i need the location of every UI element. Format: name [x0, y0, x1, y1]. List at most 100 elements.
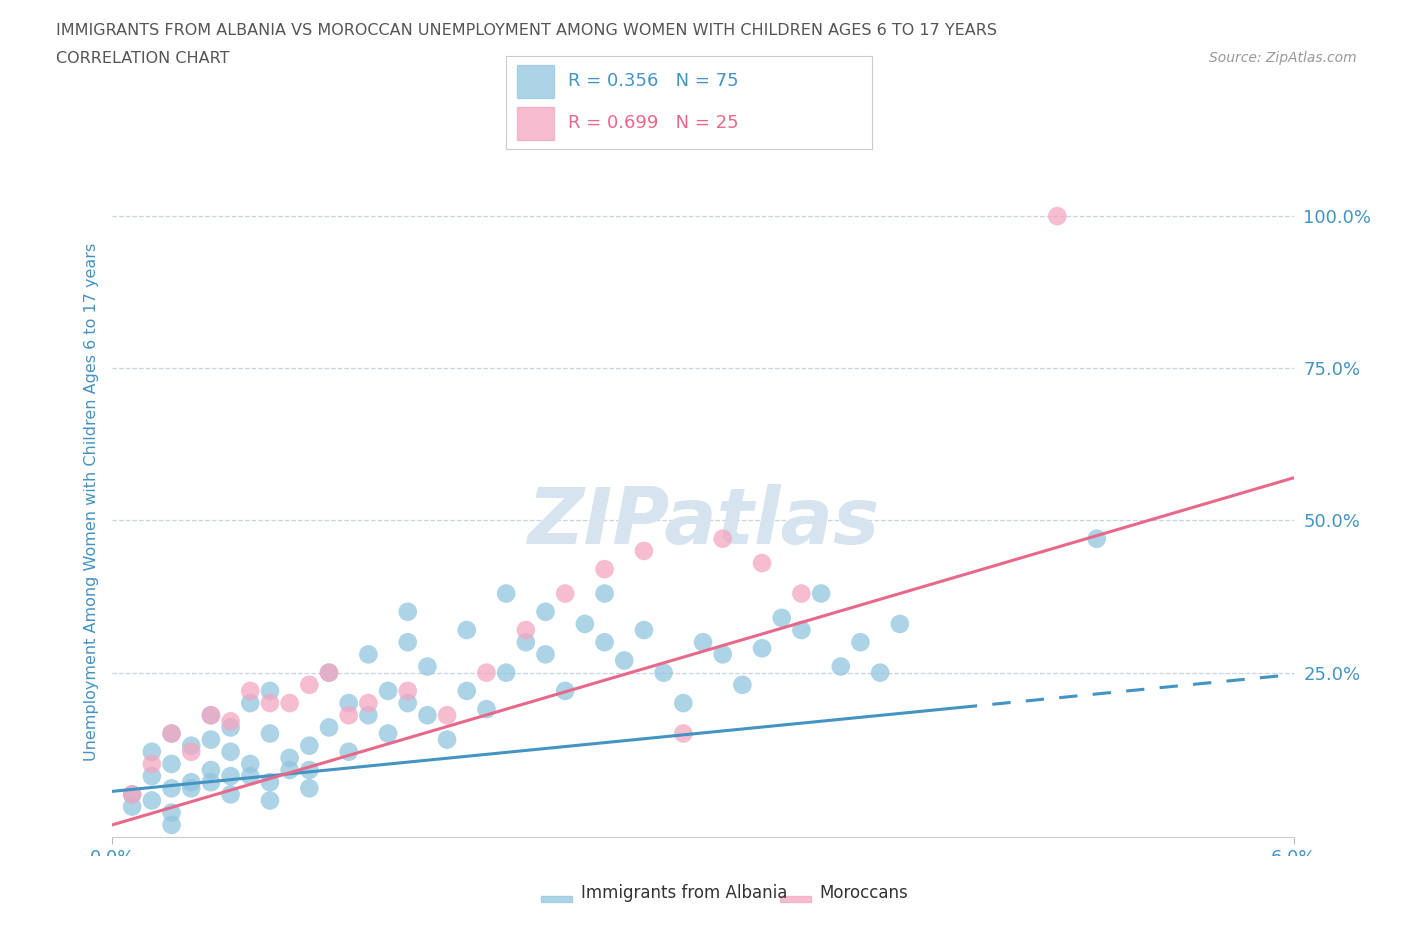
- Point: [259, 684, 281, 698]
- Point: [534, 604, 557, 619]
- Point: [219, 787, 242, 802]
- Point: [495, 586, 517, 601]
- Point: [141, 756, 163, 771]
- Text: ZIPatlas: ZIPatlas: [527, 485, 879, 560]
- Point: [396, 684, 419, 698]
- Text: R = 0.699   N = 25: R = 0.699 N = 25: [568, 113, 740, 132]
- Point: [692, 635, 714, 650]
- Point: [396, 604, 419, 619]
- Point: [889, 617, 911, 631]
- Point: [278, 763, 301, 777]
- Text: R = 0.356   N = 75: R = 0.356 N = 75: [568, 72, 740, 90]
- Point: [357, 708, 380, 723]
- Point: [219, 714, 242, 729]
- Point: [515, 635, 537, 650]
- Point: [298, 677, 321, 692]
- Point: [160, 781, 183, 796]
- Bar: [541, 897, 572, 902]
- Point: [180, 781, 202, 796]
- Point: [534, 647, 557, 662]
- Point: [219, 720, 242, 735]
- Point: [259, 775, 281, 790]
- Point: [1046, 208, 1069, 223]
- Point: [239, 756, 262, 771]
- Point: [278, 696, 301, 711]
- Point: [495, 665, 517, 680]
- Text: CORRELATION CHART: CORRELATION CHART: [56, 51, 229, 66]
- Point: [141, 793, 163, 808]
- Point: [849, 635, 872, 650]
- Point: [377, 726, 399, 741]
- Point: [751, 555, 773, 570]
- Point: [121, 799, 143, 814]
- Bar: [780, 897, 811, 902]
- Point: [160, 756, 183, 771]
- Point: [515, 622, 537, 637]
- Point: [337, 696, 360, 711]
- Point: [593, 635, 616, 650]
- Point: [219, 769, 242, 784]
- Point: [770, 610, 793, 625]
- Point: [259, 793, 281, 808]
- Point: [160, 726, 183, 741]
- Point: [652, 665, 675, 680]
- Point: [475, 702, 498, 717]
- Point: [160, 805, 183, 820]
- Point: [318, 665, 340, 680]
- Point: [200, 763, 222, 777]
- Point: [830, 659, 852, 674]
- Point: [278, 751, 301, 765]
- Point: [200, 775, 222, 790]
- Point: [790, 586, 813, 601]
- Bar: [517, 65, 554, 98]
- Point: [436, 732, 458, 747]
- Text: IMMIGRANTS FROM ALBANIA VS MOROCCAN UNEMPLOYMENT AMONG WOMEN WITH CHILDREN AGES : IMMIGRANTS FROM ALBANIA VS MOROCCAN UNEM…: [56, 23, 997, 38]
- Point: [318, 720, 340, 735]
- Point: [200, 708, 222, 723]
- Point: [554, 586, 576, 601]
- Point: [318, 665, 340, 680]
- Point: [633, 622, 655, 637]
- Point: [633, 543, 655, 558]
- Point: [810, 586, 832, 601]
- Point: [200, 732, 222, 747]
- Point: [377, 684, 399, 698]
- Point: [357, 696, 380, 711]
- Point: [259, 696, 281, 711]
- Point: [357, 647, 380, 662]
- Point: [554, 684, 576, 698]
- Point: [337, 744, 360, 759]
- Point: [456, 684, 478, 698]
- Point: [593, 586, 616, 601]
- Point: [141, 769, 163, 784]
- Point: [121, 787, 143, 802]
- Point: [672, 726, 695, 741]
- Bar: [517, 107, 554, 140]
- Point: [121, 787, 143, 802]
- Point: [160, 817, 183, 832]
- Point: [574, 617, 596, 631]
- Point: [711, 531, 734, 546]
- Point: [180, 775, 202, 790]
- Point: [613, 653, 636, 668]
- Point: [239, 696, 262, 711]
- Point: [593, 562, 616, 577]
- Point: [396, 635, 419, 650]
- Point: [790, 622, 813, 637]
- Point: [298, 738, 321, 753]
- Point: [731, 677, 754, 692]
- Point: [259, 726, 281, 741]
- Point: [869, 665, 891, 680]
- Point: [1085, 531, 1108, 546]
- Y-axis label: Unemployment Among Women with Children Ages 6 to 17 years: Unemployment Among Women with Children A…: [83, 243, 98, 762]
- Point: [416, 708, 439, 723]
- Point: [180, 744, 202, 759]
- Point: [180, 738, 202, 753]
- Point: [200, 708, 222, 723]
- Text: Moroccans: Moroccans: [820, 884, 908, 902]
- Point: [396, 696, 419, 711]
- Point: [672, 696, 695, 711]
- Point: [416, 659, 439, 674]
- Point: [298, 781, 321, 796]
- Point: [160, 726, 183, 741]
